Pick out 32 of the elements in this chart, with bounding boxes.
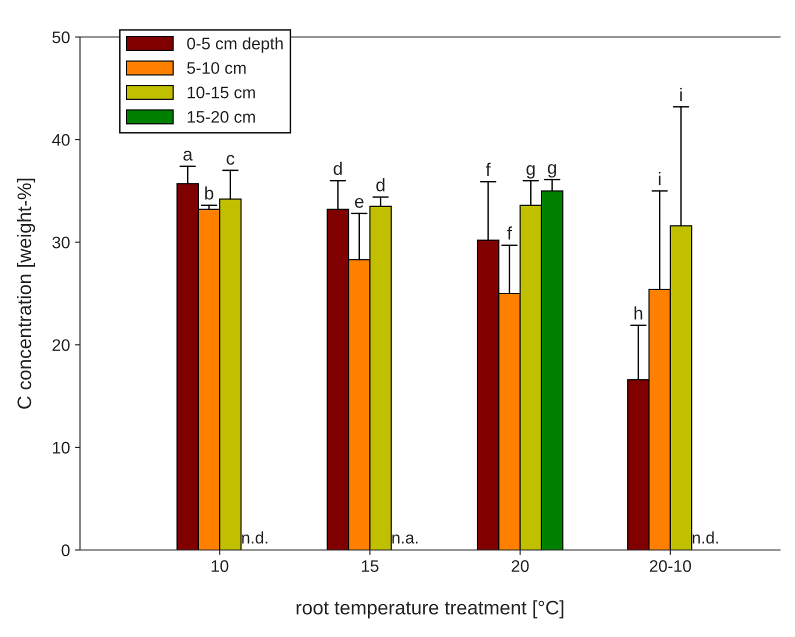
- y-tick-label: 40: [52, 134, 70, 146]
- annotation: n.d.: [242, 531, 268, 544]
- y-tick-label: 20: [52, 339, 70, 352]
- legend-label: 0-5 cm depth: [187, 37, 283, 53]
- annotation: i: [680, 88, 682, 101]
- annotation: g: [526, 165, 535, 179]
- annotation: b: [205, 186, 214, 200]
- legend-label: 5-10 cm: [187, 62, 246, 74]
- annotation: d: [376, 178, 384, 192]
- y-tick-label: 10: [53, 442, 70, 454]
- legend-label: 15-20 cm: [188, 111, 255, 123]
- x-tick-label: 20: [512, 560, 529, 572]
- annotation: f: [507, 226, 512, 240]
- x-axis-title: root temperature treatment [°C]: [296, 600, 564, 618]
- legend-label: 10-15 cm: [188, 86, 255, 98]
- y-tick-label: 30: [52, 236, 70, 248]
- y-tick-label: 50: [52, 31, 70, 44]
- y-tick-label: 0: [62, 544, 70, 556]
- annotation: i: [658, 172, 660, 186]
- y-axis-title: C concentration [weight-%]: [16, 178, 36, 409]
- x-tick-label: 15: [362, 560, 378, 572]
- x-tick-label: 10: [212, 560, 228, 572]
- annotation: d: [334, 162, 342, 176]
- x-tick-label: 20-10: [650, 560, 692, 572]
- annotation: a: [183, 150, 193, 161]
- annotation: c: [226, 154, 234, 165]
- annotation: f: [486, 162, 491, 176]
- annotation: n.d.: [692, 531, 718, 544]
- annotation: g: [548, 164, 556, 178]
- annotation: h: [634, 306, 642, 320]
- annotation: e: [354, 198, 364, 208]
- annotation: n.a.: [392, 534, 418, 544]
